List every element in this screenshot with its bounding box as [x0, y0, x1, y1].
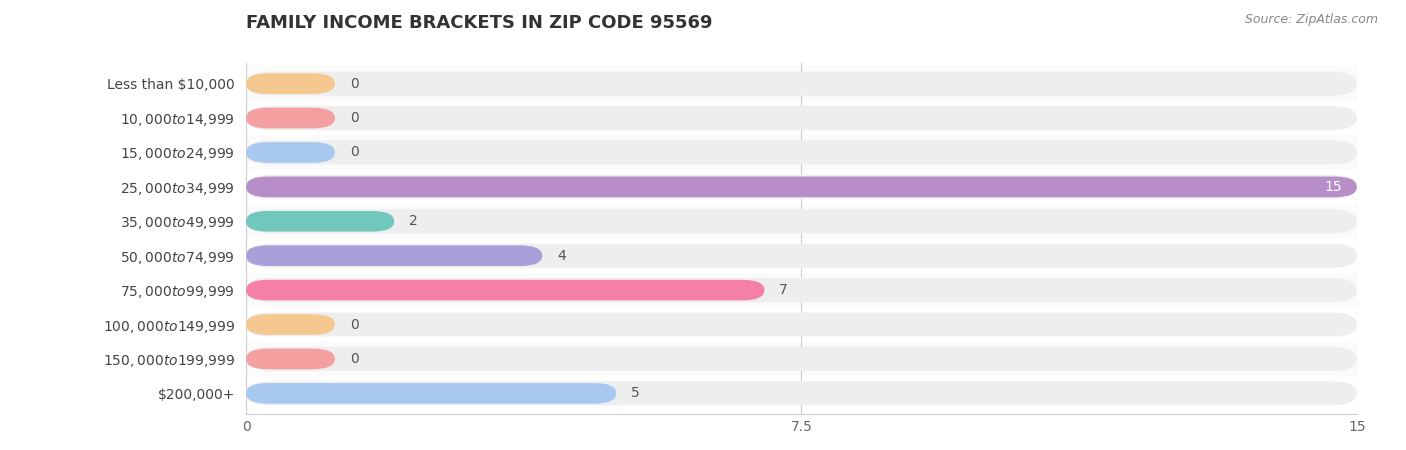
Text: 0: 0 — [350, 318, 359, 332]
FancyBboxPatch shape — [246, 106, 1357, 130]
FancyBboxPatch shape — [246, 312, 1357, 337]
FancyBboxPatch shape — [246, 73, 335, 94]
Text: 0: 0 — [350, 352, 359, 366]
FancyBboxPatch shape — [246, 211, 394, 232]
Text: Source: ZipAtlas.com: Source: ZipAtlas.com — [1244, 14, 1378, 27]
FancyBboxPatch shape — [246, 142, 335, 163]
Text: 0: 0 — [350, 76, 359, 90]
Text: 2: 2 — [409, 214, 418, 228]
FancyBboxPatch shape — [246, 209, 1357, 234]
FancyBboxPatch shape — [246, 383, 616, 404]
Text: 4: 4 — [557, 249, 565, 263]
Text: 7: 7 — [779, 283, 787, 297]
FancyBboxPatch shape — [246, 381, 1357, 405]
FancyBboxPatch shape — [246, 243, 1357, 268]
FancyBboxPatch shape — [246, 280, 765, 301]
Text: 0: 0 — [350, 111, 359, 125]
Bar — [246, 204, 1357, 238]
FancyBboxPatch shape — [246, 108, 335, 128]
Bar — [246, 67, 1357, 101]
Bar — [246, 273, 1357, 307]
FancyBboxPatch shape — [246, 245, 543, 266]
Bar — [246, 342, 1357, 376]
Bar — [246, 135, 1357, 170]
Text: 5: 5 — [631, 387, 640, 400]
Text: FAMILY INCOME BRACKETS IN ZIP CODE 95569: FAMILY INCOME BRACKETS IN ZIP CODE 95569 — [246, 14, 713, 32]
FancyBboxPatch shape — [246, 349, 335, 369]
FancyBboxPatch shape — [246, 140, 1357, 165]
FancyBboxPatch shape — [246, 278, 1357, 302]
Text: 15: 15 — [1324, 180, 1341, 194]
Text: 0: 0 — [350, 145, 359, 159]
FancyBboxPatch shape — [246, 347, 1357, 371]
FancyBboxPatch shape — [246, 314, 335, 335]
FancyBboxPatch shape — [246, 176, 1357, 197]
FancyBboxPatch shape — [246, 175, 1357, 199]
FancyBboxPatch shape — [246, 72, 1357, 96]
